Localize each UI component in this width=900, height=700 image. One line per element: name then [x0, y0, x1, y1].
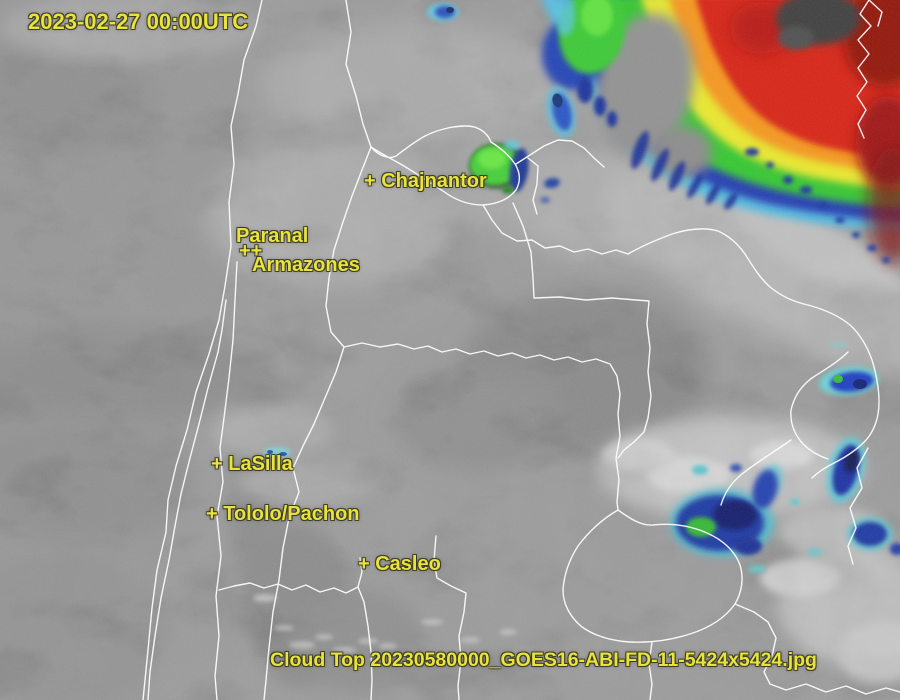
observatory-label-casleo: + Casleo — [358, 553, 441, 575]
filename-caption: Cloud Top 20230580000_GOES16-ABI-FD-11-5… — [270, 649, 817, 671]
observatory-label-paranal: Paranal — [236, 225, 309, 247]
observatory-label-chajnantor: + Chajnantor — [364, 170, 487, 192]
observatory-label-armazones: Armazones — [252, 254, 360, 276]
observatory-label-tololo-pachon: + Tololo/Pachon — [206, 503, 360, 525]
observatory-label-lasilla: + LaSilla — [211, 453, 293, 475]
paranal-armazones-markers: ++ — [239, 240, 263, 262]
timestamp-label: 2023-02-27 00:00UTC — [28, 9, 249, 34]
